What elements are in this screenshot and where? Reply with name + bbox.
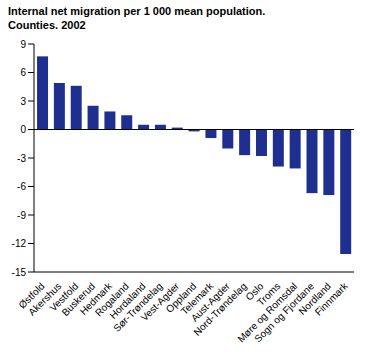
svg-text:Finnmark: Finnmark	[313, 280, 351, 318]
svg-text:9: 9	[20, 39, 26, 50]
svg-text:Østfold: Østfold	[16, 280, 47, 311]
svg-text:Nord-Trøndelag: Nord-Trøndelag	[191, 280, 248, 337]
svg-text:Sør-Trøndelag: Sør-Trøndelag	[111, 280, 165, 334]
svg-text:Oppland: Oppland	[163, 280, 199, 315]
svg-text:Sogn og Fjordane: Sogn og Fjordane	[252, 280, 317, 345]
svg-text:Akershus: Akershus	[26, 280, 64, 318]
svg-text:Telemark: Telemark	[178, 280, 216, 317]
svg-text:Troms: Troms	[254, 280, 283, 308]
svg-text:-12: -12	[12, 238, 27, 249]
svg-text:-9: -9	[17, 210, 26, 221]
svg-text:-15: -15	[12, 267, 27, 278]
svg-text:Vest-Agder: Vest-Agder	[138, 280, 182, 324]
svg-text:3: 3	[20, 96, 26, 107]
svg-text:Hedmark: Hedmark	[77, 280, 114, 317]
svg-text:Aust-Agder: Aust-Agder	[188, 280, 232, 324]
svg-text:Buskerud: Buskerud	[59, 280, 98, 319]
html-text:Counties. 2002: Counties. 2002	[8, 19, 86, 31]
svg-text:Hordaland: Hordaland	[107, 280, 148, 321]
svg-text:Rogaland: Rogaland	[92, 280, 131, 319]
html-text:Internal net migration per 1 0: Internal net migration per 1 000 mean po…	[8, 5, 266, 17]
svg-text:0: 0	[20, 124, 26, 135]
svg-text:6: 6	[20, 67, 26, 78]
svg-text:-3: -3	[17, 153, 26, 164]
svg-text:Vestfold: Vestfold	[47, 280, 81, 314]
svg-text:Møre og Romsdal: Møre og Romsdal	[235, 280, 300, 345]
svg-text:Nordland: Nordland	[296, 280, 333, 317]
svg-text:Oslo: Oslo	[243, 280, 266, 303]
svg-text:-6: -6	[17, 181, 26, 192]
